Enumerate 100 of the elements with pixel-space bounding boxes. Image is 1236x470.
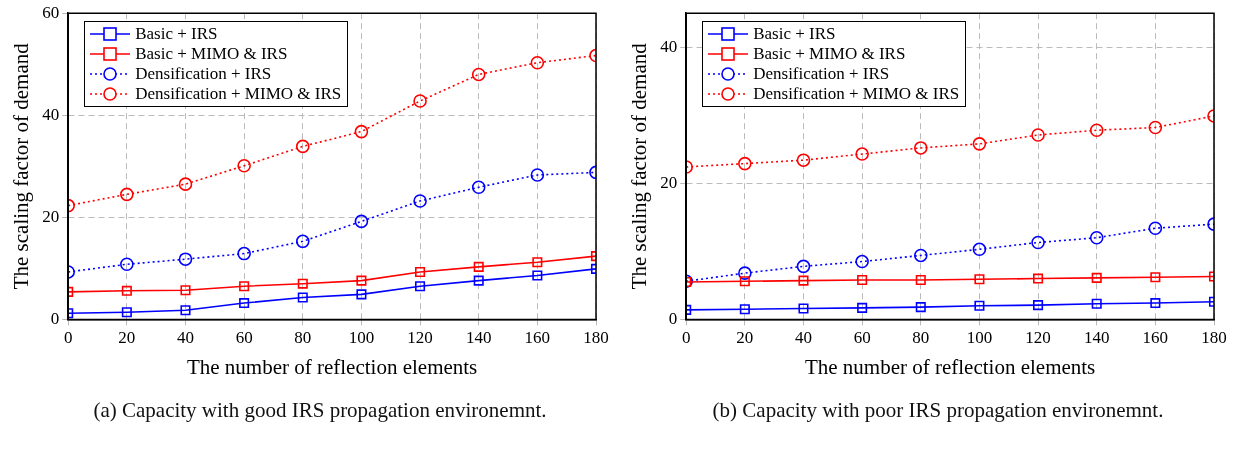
point [530, 55, 545, 70]
point [1089, 230, 1104, 245]
x-tick-label: 160 [524, 328, 551, 348]
point [1033, 273, 1044, 284]
point [178, 252, 193, 266]
point [239, 281, 250, 292]
point [354, 214, 369, 229]
point [121, 285, 132, 296]
point [1148, 120, 1163, 135]
legend-label: Densification + MIMO & IRS [135, 84, 342, 105]
point [1033, 300, 1044, 311]
point [1148, 221, 1163, 236]
point [121, 307, 132, 318]
point [739, 276, 750, 287]
legend-label: Basic + IRS [135, 24, 218, 45]
point [796, 259, 811, 274]
x-tick-label: 120 [1025, 328, 1051, 348]
y-tick-label: 20 [660, 172, 678, 192]
x-tick-label: 40 [176, 328, 194, 348]
x-tick-label: 0 [681, 328, 691, 348]
point [798, 275, 809, 286]
x-tick-label: 80 [294, 328, 312, 348]
point [857, 302, 868, 313]
legend-label: Basic + IRS [753, 24, 836, 45]
point [415, 281, 426, 292]
x-tick-label: 60 [853, 328, 871, 348]
point [913, 141, 928, 155]
x-tick-label: 140 [465, 328, 492, 348]
point [739, 304, 750, 315]
point [413, 94, 427, 108]
legend-label: Basic + MIMO & IRS [135, 44, 288, 65]
point [356, 275, 367, 286]
point [738, 266, 752, 280]
point [471, 180, 486, 195]
point [738, 156, 752, 171]
point [913, 248, 928, 263]
point [297, 278, 308, 289]
x-axis-title: The number of reflection elements [804, 354, 1096, 379]
x-tick-label: 140 [1083, 328, 1110, 348]
point [1031, 128, 1045, 142]
y-tick-label: 20 [42, 206, 60, 226]
point [974, 274, 985, 285]
point [915, 274, 926, 285]
point [796, 153, 811, 167]
x-tick-label: 60 [235, 328, 253, 348]
y-axis-title: The scaling factor of demand [627, 42, 652, 290]
legend-label: Basic + MIMO & IRS [753, 44, 906, 65]
x-tick-label: 20 [118, 328, 136, 348]
point [354, 124, 369, 139]
point [237, 246, 251, 261]
point [178, 177, 193, 191]
y-tick-label: 60 [42, 2, 60, 22]
point [237, 158, 251, 173]
legend-label: Densification + IRS [753, 64, 890, 85]
point [855, 254, 869, 269]
point [974, 300, 985, 311]
x-tick-label: 180 [1201, 328, 1227, 348]
x-tick-label: 120 [407, 328, 433, 348]
point [798, 303, 809, 314]
y-axis-title: The scaling factor of demand [9, 42, 34, 290]
x-tick-label: 180 [583, 328, 609, 348]
point [473, 275, 484, 286]
x-tick-label: 80 [912, 328, 930, 348]
point [1089, 123, 1104, 138]
point [1091, 298, 1102, 309]
point [180, 285, 191, 296]
x-tick-label: 100 [348, 328, 375, 348]
point [356, 289, 367, 300]
text: (b) Capacity with poor IRS propagation environemnt. [711, 398, 1165, 423]
point [1150, 298, 1161, 309]
point [1091, 272, 1102, 283]
point [915, 302, 926, 313]
point [180, 305, 191, 316]
legend-label: Densification + IRS [135, 64, 272, 85]
point [532, 270, 543, 281]
point [1031, 235, 1045, 250]
point [120, 257, 134, 272]
y-tick-label: 0 [668, 308, 678, 328]
point [295, 139, 310, 154]
x-tick-label: 0 [63, 328, 73, 348]
point [972, 137, 987, 151]
point [855, 147, 869, 161]
point [972, 242, 987, 257]
point [297, 292, 308, 303]
x-tick-label: 40 [794, 328, 812, 348]
y-tick-label: 40 [660, 36, 678, 56]
x-axis-title: The number of reflection elements [186, 354, 478, 379]
point [295, 234, 310, 249]
x-tick-label: 160 [1142, 328, 1169, 348]
legend-label: Densification + MIMO & IRS [753, 84, 960, 105]
point [1150, 272, 1161, 283]
point [413, 194, 427, 208]
point [120, 187, 134, 202]
point [239, 298, 250, 309]
text: (a) Capacity with good IRS propagation environemnt. [92, 398, 548, 423]
point [471, 67, 486, 82]
y-tick-label: 40 [42, 104, 60, 124]
point [532, 257, 543, 268]
point [857, 274, 868, 285]
point [473, 261, 484, 272]
